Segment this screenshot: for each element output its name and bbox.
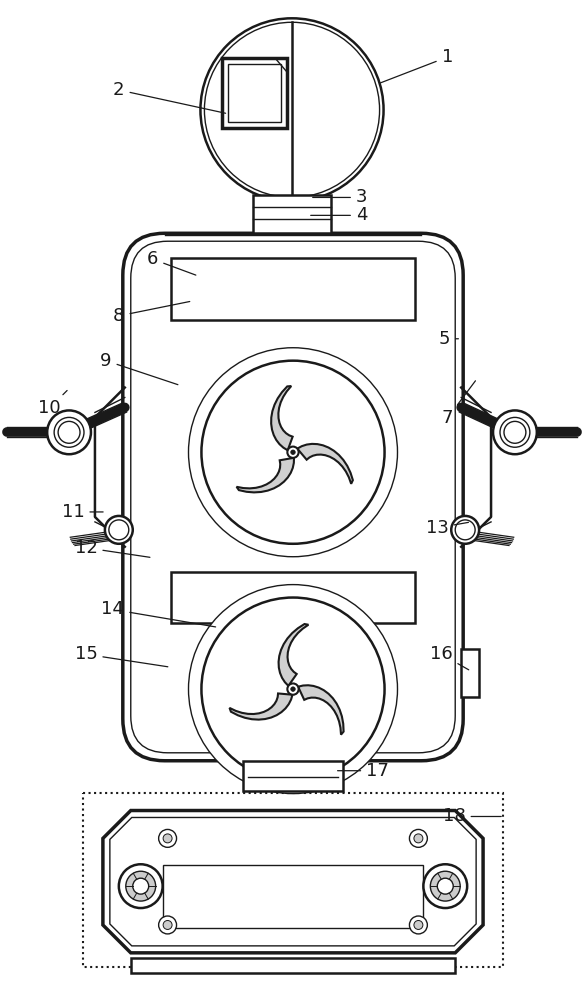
Circle shape (409, 916, 427, 934)
Circle shape (159, 916, 176, 934)
Circle shape (54, 417, 84, 447)
Text: 5: 5 (439, 330, 458, 348)
Circle shape (493, 410, 537, 454)
Text: 18: 18 (443, 807, 501, 825)
Bar (461, 649, 479, 697)
Polygon shape (230, 693, 293, 720)
Bar (243, 761, 343, 791)
Circle shape (58, 421, 80, 443)
Polygon shape (297, 444, 353, 484)
Circle shape (159, 829, 176, 847)
Circle shape (500, 417, 530, 447)
Circle shape (201, 598, 384, 781)
Bar (162, 865, 423, 928)
Circle shape (287, 683, 298, 695)
Text: 8: 8 (113, 302, 190, 325)
Text: 10: 10 (38, 390, 67, 417)
Polygon shape (237, 458, 294, 492)
Text: 7: 7 (442, 381, 475, 427)
Circle shape (414, 920, 423, 929)
Text: 12: 12 (75, 539, 150, 557)
FancyBboxPatch shape (131, 241, 455, 753)
Text: 14: 14 (102, 600, 215, 627)
Polygon shape (110, 817, 476, 946)
Circle shape (409, 829, 427, 847)
Circle shape (204, 22, 380, 197)
Circle shape (109, 520, 129, 540)
Circle shape (163, 920, 172, 929)
Circle shape (287, 447, 298, 458)
Circle shape (291, 450, 296, 454)
Text: 16: 16 (430, 645, 469, 670)
Bar (171, 258, 415, 320)
Circle shape (423, 864, 467, 908)
Text: 13: 13 (426, 519, 468, 537)
Text: 4: 4 (311, 206, 367, 224)
Text: 2: 2 (113, 81, 225, 113)
Circle shape (200, 18, 384, 201)
Bar (228, 64, 281, 122)
Polygon shape (103, 811, 483, 953)
Text: 11: 11 (62, 503, 103, 521)
Circle shape (126, 871, 156, 901)
Circle shape (430, 871, 460, 901)
Circle shape (451, 516, 479, 544)
Bar (223, 58, 287, 128)
Circle shape (455, 520, 475, 540)
Bar (171, 572, 415, 623)
Polygon shape (271, 386, 293, 450)
Circle shape (437, 878, 453, 894)
Circle shape (201, 361, 384, 544)
FancyBboxPatch shape (123, 233, 463, 761)
Text: 1: 1 (380, 48, 453, 83)
Text: 17: 17 (338, 762, 389, 780)
Text: 9: 9 (100, 352, 178, 385)
Text: 3: 3 (312, 188, 367, 206)
Text: 6: 6 (147, 250, 196, 275)
Circle shape (133, 878, 149, 894)
Text: 15: 15 (75, 645, 168, 667)
Circle shape (119, 864, 162, 908)
Bar (253, 195, 331, 233)
Circle shape (47, 410, 91, 454)
Circle shape (414, 834, 423, 843)
Bar (83, 793, 503, 967)
Circle shape (291, 687, 296, 691)
Circle shape (189, 348, 398, 557)
Circle shape (163, 834, 172, 843)
Bar (131, 958, 455, 973)
Circle shape (189, 585, 398, 794)
Circle shape (504, 421, 526, 443)
Polygon shape (298, 685, 343, 735)
Circle shape (105, 516, 133, 544)
Polygon shape (279, 624, 308, 686)
